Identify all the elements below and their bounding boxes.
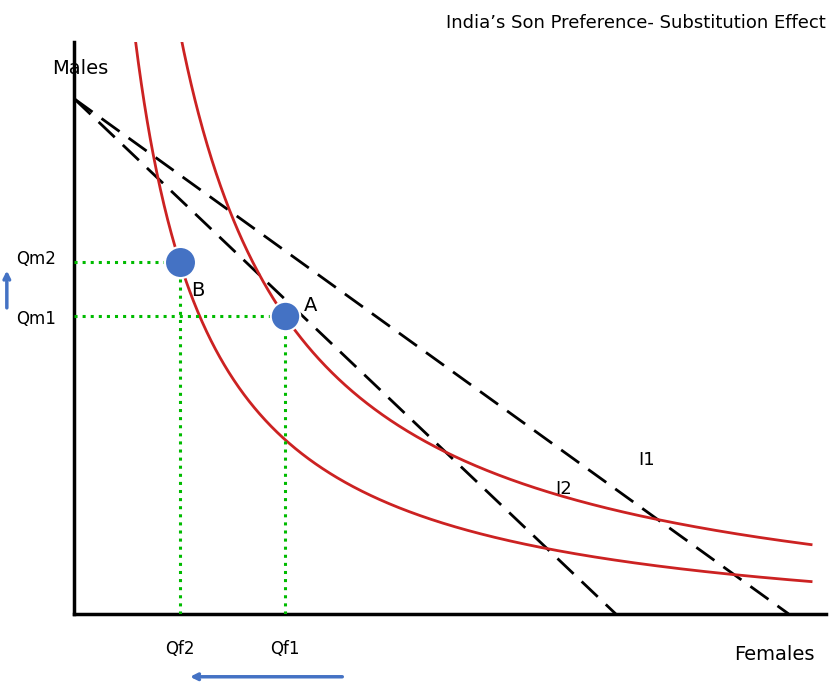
Text: A: A [304,296,318,314]
Text: Qf1: Qf1 [270,640,300,658]
Text: Qf2: Qf2 [165,640,194,658]
Text: Qm2: Qm2 [16,250,55,268]
Text: Females: Females [734,645,815,665]
Text: Qm1: Qm1 [16,310,55,328]
Point [278,311,291,322]
Text: I2: I2 [555,480,572,497]
Text: B: B [191,281,204,301]
Text: I1: I1 [638,451,655,469]
Point [173,257,186,268]
Text: India’s Son Preference- Substitution Effect: India’s Son Preference- Substitution Eff… [446,14,826,32]
Text: Males: Males [52,59,108,78]
